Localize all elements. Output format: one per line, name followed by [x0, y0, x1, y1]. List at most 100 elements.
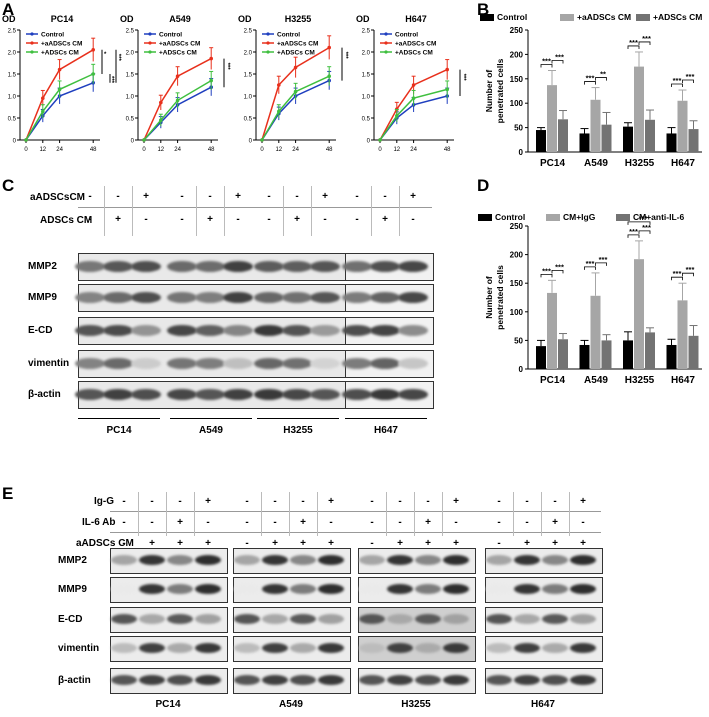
sign-aadscscm: -	[116, 191, 120, 202]
blot-band	[443, 614, 469, 624]
x-tick-label: 48	[326, 147, 333, 153]
blot-band	[167, 389, 197, 400]
sign-adscs-cm: -	[267, 214, 271, 225]
data-point	[57, 67, 62, 72]
blot-band	[139, 675, 165, 685]
sig-bracket	[540, 273, 553, 278]
sign-aadscs-cm: +	[453, 538, 459, 549]
legend-label: Control	[497, 12, 527, 22]
category-label: H3255	[625, 158, 655, 169]
cell-line-underline	[78, 418, 160, 419]
y-tick-label: 2.0	[244, 51, 253, 57]
column-divider	[166, 492, 167, 536]
row-divider	[110, 511, 601, 512]
panel-letter-e: E	[2, 484, 14, 503]
blot-band	[254, 358, 284, 369]
sign-adscs-cm: +	[115, 214, 121, 225]
column-divider	[386, 492, 387, 536]
sign-il-6-ab: -	[150, 517, 154, 528]
blot-band	[486, 614, 512, 624]
x-tick-label: 12	[393, 147, 400, 153]
sign-ig-g: -	[398, 496, 402, 507]
blot-band	[398, 389, 428, 400]
y-tick-label: 0.5	[362, 117, 371, 123]
column-divider	[399, 186, 400, 236]
blot-band	[443, 675, 469, 685]
sign-aadscs-cm: +	[425, 538, 431, 549]
cell-line-label-pc14: PC14	[155, 699, 181, 710]
cell-line-label-a549: A549	[199, 425, 223, 436]
legend-label: +aADSCs CM	[277, 41, 318, 48]
sign-ig-g: -	[426, 496, 430, 507]
data-point	[209, 56, 213, 61]
data-point	[378, 138, 382, 142]
blot-band	[111, 643, 137, 653]
sign-aadscscm: -	[383, 191, 387, 202]
legend-label: Control	[277, 32, 300, 39]
bar-pc14-0	[536, 346, 546, 369]
blot-label-vimentin: vimentin	[28, 358, 70, 369]
y-tick-label: 2.0	[362, 51, 371, 57]
blot-band	[415, 584, 441, 594]
blot-band	[486, 643, 512, 653]
category-label: PC14	[540, 375, 565, 386]
blot-band	[310, 389, 340, 400]
blot-band	[111, 555, 137, 565]
column-divider	[224, 186, 225, 236]
cell-line-label-h647: H647	[531, 699, 555, 710]
blot-band	[195, 614, 221, 624]
blot-band	[387, 584, 413, 594]
blot-band	[370, 325, 400, 336]
blot-band	[443, 555, 469, 565]
y-axis-label: OD	[356, 14, 370, 24]
y-tick-label: 2.5	[362, 29, 371, 35]
sig-label: ***	[224, 63, 230, 71]
legend-label: Control	[159, 32, 182, 39]
bar-h647-2	[688, 129, 699, 152]
series-line-1	[261, 46, 330, 141]
sign-adscs-cm: -	[323, 214, 327, 225]
sig-label: ***	[599, 255, 608, 264]
bar-h647-2	[688, 335, 699, 369]
blot-band	[75, 292, 105, 303]
blot-band	[111, 614, 137, 624]
blot-band	[167, 675, 193, 685]
sig-label: **	[600, 70, 606, 79]
y-tick-label: 50	[514, 336, 523, 345]
blot-band	[167, 614, 193, 624]
data-point	[91, 72, 95, 76]
blot-band	[359, 584, 385, 594]
data-point	[395, 114, 399, 118]
y-tick-label: 2.5	[126, 29, 135, 35]
column-divider	[194, 492, 195, 536]
blot-band	[254, 389, 284, 400]
bar-h3255-1	[634, 259, 644, 369]
column-divider	[541, 492, 542, 536]
y-tick-label: 2.0	[126, 51, 135, 57]
blot-band	[514, 643, 540, 653]
panel-d-bar-chart: Control CM+IgG CM+anti-IL-6 Number of penetr…	[478, 212, 702, 386]
row-header-aadscscm: aADSCsCM	[30, 192, 86, 203]
data-point	[159, 100, 163, 105]
blot-band	[290, 555, 316, 565]
blot-band	[234, 643, 260, 653]
blot-band	[167, 555, 193, 565]
y-tick-label: 1.5	[8, 73, 17, 79]
sign-il-6-ab: -	[525, 517, 529, 528]
data-point	[41, 96, 45, 100]
y-tick-label: 150	[510, 75, 524, 84]
y-axis-label-line2: penetrated cells	[495, 265, 505, 330]
blot-label-e-cd: E-CD	[28, 325, 53, 336]
blot-band	[398, 325, 428, 336]
sig-label: ***	[642, 223, 651, 232]
sign-aadscscm: -	[267, 191, 271, 202]
legend-label: +ADSCs CM	[395, 50, 433, 57]
sig-label: ***	[108, 76, 114, 84]
legend-label: Control	[495, 212, 525, 222]
blot-band	[486, 675, 512, 685]
bar-a549-0	[579, 344, 590, 369]
data-point	[175, 98, 180, 103]
blot-band	[415, 555, 441, 565]
blot-band	[262, 584, 288, 594]
y-tick-label: 0	[367, 139, 371, 145]
